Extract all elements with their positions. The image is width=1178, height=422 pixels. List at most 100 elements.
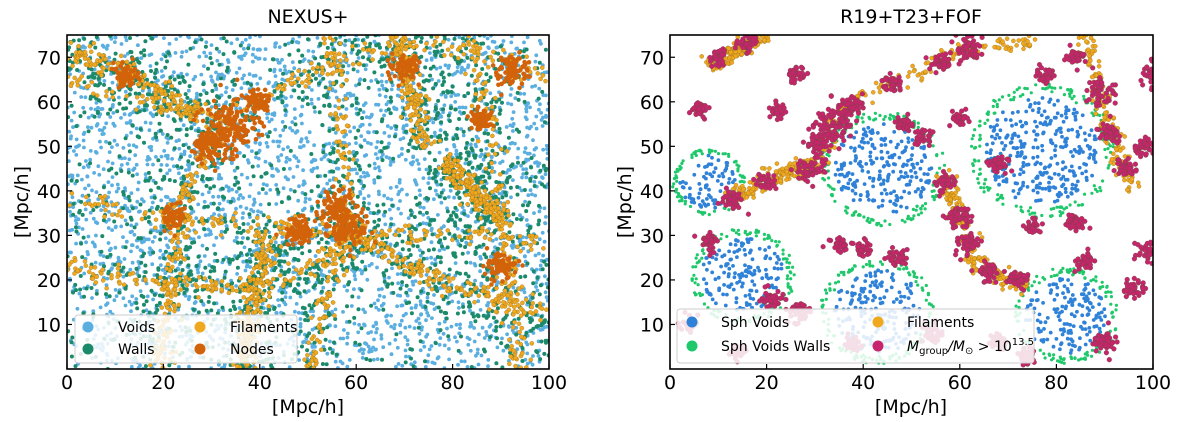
wall-point [198,92,203,97]
wall-point [80,212,85,217]
void-point [288,126,292,130]
void-point [377,87,382,92]
void-point [426,216,431,220]
void-point [501,39,506,43]
void-point [107,217,111,222]
void-point [514,325,519,330]
void-point [207,190,211,195]
wall-point [314,264,319,269]
void-point [145,294,150,299]
void-point [400,283,404,287]
wall-point [231,304,236,309]
void-point [453,261,458,265]
void-point [494,237,499,242]
void-point [243,51,248,56]
void-point [379,336,384,341]
wall-point [157,301,162,305]
void-point [369,262,374,266]
void-point [539,41,543,46]
void-point [253,73,258,78]
void-point [389,313,393,318]
wall-point [204,308,209,313]
wall-point [271,243,276,248]
void-point [508,123,513,128]
void-point [98,262,103,266]
wall-point [325,45,330,50]
wall-point [177,81,182,85]
void-point [395,304,399,309]
void-point [152,273,157,277]
wall-point [221,257,226,262]
void-point [160,132,165,136]
wall-point [260,187,265,192]
wall-point [86,129,91,134]
void-point [252,197,257,202]
void-point [239,172,244,177]
void-point [212,212,217,216]
void-point [508,168,512,172]
void-point [286,209,290,214]
void-point [453,335,457,340]
void-point [70,227,75,232]
void-point [511,110,516,114]
wall-point [91,208,96,212]
void-point [457,306,461,310]
wall-point [350,262,355,267]
wall-point [313,76,318,81]
void-point [88,210,93,215]
void-point [349,304,354,308]
void-point [244,264,249,269]
void-point [418,348,423,353]
wall-point [280,99,285,104]
void-point [413,279,418,283]
wall-point [123,245,128,250]
wall-point [516,316,521,321]
wall-point [320,277,325,282]
void-point [542,239,547,244]
void-point [441,331,446,336]
wall-point [139,260,144,265]
void-point [372,337,376,342]
void-point [90,296,94,300]
void-point [270,166,275,171]
wall-point [235,240,240,245]
void-point [174,37,179,41]
void-point [341,310,345,314]
wall-point [215,258,220,263]
void-point [248,35,252,40]
wall-point [194,263,199,268]
void-point [424,318,428,323]
wall-point [184,127,189,132]
void-point [462,208,466,213]
void-point [424,167,429,172]
void-point [532,153,536,158]
void-point [436,79,441,83]
void-point [345,335,350,340]
void-point [303,200,308,204]
void-point [106,241,111,245]
void-point [243,37,248,42]
void-point [421,221,426,226]
void-point [159,69,164,73]
wall-point [470,165,475,170]
wall-point [175,90,180,94]
void-point [325,181,330,186]
wall-point [486,131,491,136]
wall-point [350,40,355,45]
wall-point [224,69,229,73]
void-point [248,215,252,220]
wall-point [95,109,100,114]
wall-point [71,201,76,206]
wall-point [134,266,139,271]
wall-point [182,224,186,229]
wall-point [426,171,431,176]
wall-point [497,97,502,102]
wall-point [354,96,359,101]
wall-point [313,56,318,61]
wall-point [92,75,97,80]
wall-point [236,254,241,259]
void-point [420,325,424,330]
void-point [143,120,148,125]
void-point [295,164,300,169]
void-point [303,196,308,201]
